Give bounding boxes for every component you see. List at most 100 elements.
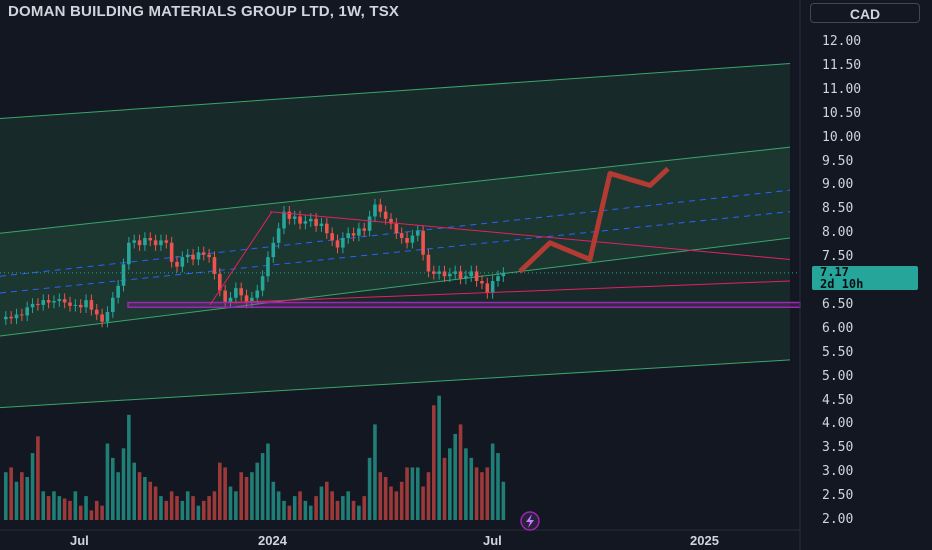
candle	[421, 230, 425, 255]
volume-bar	[20, 472, 24, 520]
volume-bar	[260, 453, 265, 520]
volume-bar	[111, 457, 115, 520]
candle	[143, 237, 147, 246]
resistance-line	[269, 211, 791, 260]
candle	[292, 216, 297, 219]
price-tick-label: 3.00	[822, 464, 854, 480]
volume-bar	[490, 443, 495, 520]
outer-channel-lower-band	[0, 237, 790, 408]
volume-bar	[501, 481, 506, 520]
candle	[244, 295, 249, 303]
candle	[94, 309, 99, 315]
candle	[373, 204, 377, 217]
candle	[14, 314, 19, 319]
price-tick-label: 10.00	[822, 129, 862, 145]
volume-bar	[153, 486, 158, 520]
candle	[180, 257, 185, 267]
candle	[346, 233, 350, 238]
price-tick-label: 8.50	[822, 201, 854, 217]
candle	[464, 276, 468, 279]
volume-bar	[469, 457, 474, 520]
candle	[223, 290, 227, 303]
currency-button[interactable]: CAD	[810, 3, 920, 23]
outer-channel-upper-line	[0, 63, 791, 119]
volume-bar	[250, 472, 254, 520]
volume-bar	[9, 467, 13, 520]
volume-bar	[191, 496, 195, 520]
candle	[159, 240, 163, 246]
time-tick-label: 2025	[690, 533, 719, 548]
candle	[111, 297, 115, 313]
volume-bar	[373, 424, 377, 520]
candle	[415, 230, 420, 236]
candle	[212, 257, 217, 274]
candle	[68, 302, 72, 306]
support-zone	[127, 301, 801, 309]
volume-bar	[330, 491, 334, 520]
volume-bar	[335, 500, 340, 520]
candle	[330, 233, 334, 241]
candle	[234, 288, 238, 298]
volume-bar	[255, 462, 260, 520]
volume-bar	[94, 500, 99, 520]
price-tick-label: 11.50	[822, 57, 862, 73]
candle	[260, 276, 265, 291]
projection-path	[518, 166, 670, 274]
last-price: 7.17	[820, 265, 849, 279]
candle	[36, 303, 40, 305]
candle	[164, 240, 169, 243]
volume-bar	[105, 443, 110, 520]
candle	[394, 223, 399, 234]
inner-channel-band	[0, 147, 790, 336]
candle	[89, 300, 94, 310]
candle	[239, 288, 243, 296]
candle	[357, 228, 361, 236]
volume-bar	[496, 453, 500, 520]
candle	[308, 218, 313, 222]
candle	[255, 290, 260, 298]
volume-bar	[175, 496, 179, 520]
volume-bar	[84, 496, 88, 520]
candle	[335, 240, 340, 248]
candle	[362, 228, 367, 231]
candle	[490, 281, 495, 293]
candle	[319, 223, 324, 227]
volume-bar	[421, 486, 425, 520]
volume-bar	[442, 457, 447, 520]
candle	[105, 312, 110, 322]
price-tick-label: 5.50	[822, 344, 854, 360]
candle	[127, 242, 131, 265]
volume-bar	[228, 486, 233, 520]
volume-bar	[212, 491, 217, 520]
candle	[137, 240, 142, 246]
candle	[266, 257, 270, 277]
candle	[57, 299, 62, 302]
volume-bar	[394, 491, 399, 520]
candle	[30, 303, 35, 308]
volume-bar	[4, 472, 8, 520]
channel-upper-line	[0, 146, 791, 234]
candle	[201, 252, 206, 255]
volume-bar	[223, 467, 227, 520]
volume-bar	[52, 491, 56, 520]
candle	[148, 237, 153, 241]
volume-bar	[437, 395, 441, 520]
candle	[282, 211, 286, 229]
candle	[378, 204, 383, 212]
price-tick-label: 2.50	[822, 488, 854, 504]
candle	[4, 316, 8, 320]
price-tick-label: 3.50	[822, 440, 854, 456]
lightning-bolt-glyph	[526, 514, 534, 528]
candle	[271, 242, 276, 258]
volume-bar	[159, 496, 163, 520]
volume-bar	[410, 467, 415, 520]
candle	[351, 233, 356, 236]
volume-bar	[415, 467, 420, 520]
volume-bar	[399, 481, 404, 520]
volume-bar	[46, 496, 51, 520]
volume-bar	[298, 491, 302, 520]
candle	[383, 211, 388, 219]
candle	[52, 301, 56, 303]
candle	[442, 271, 447, 277]
